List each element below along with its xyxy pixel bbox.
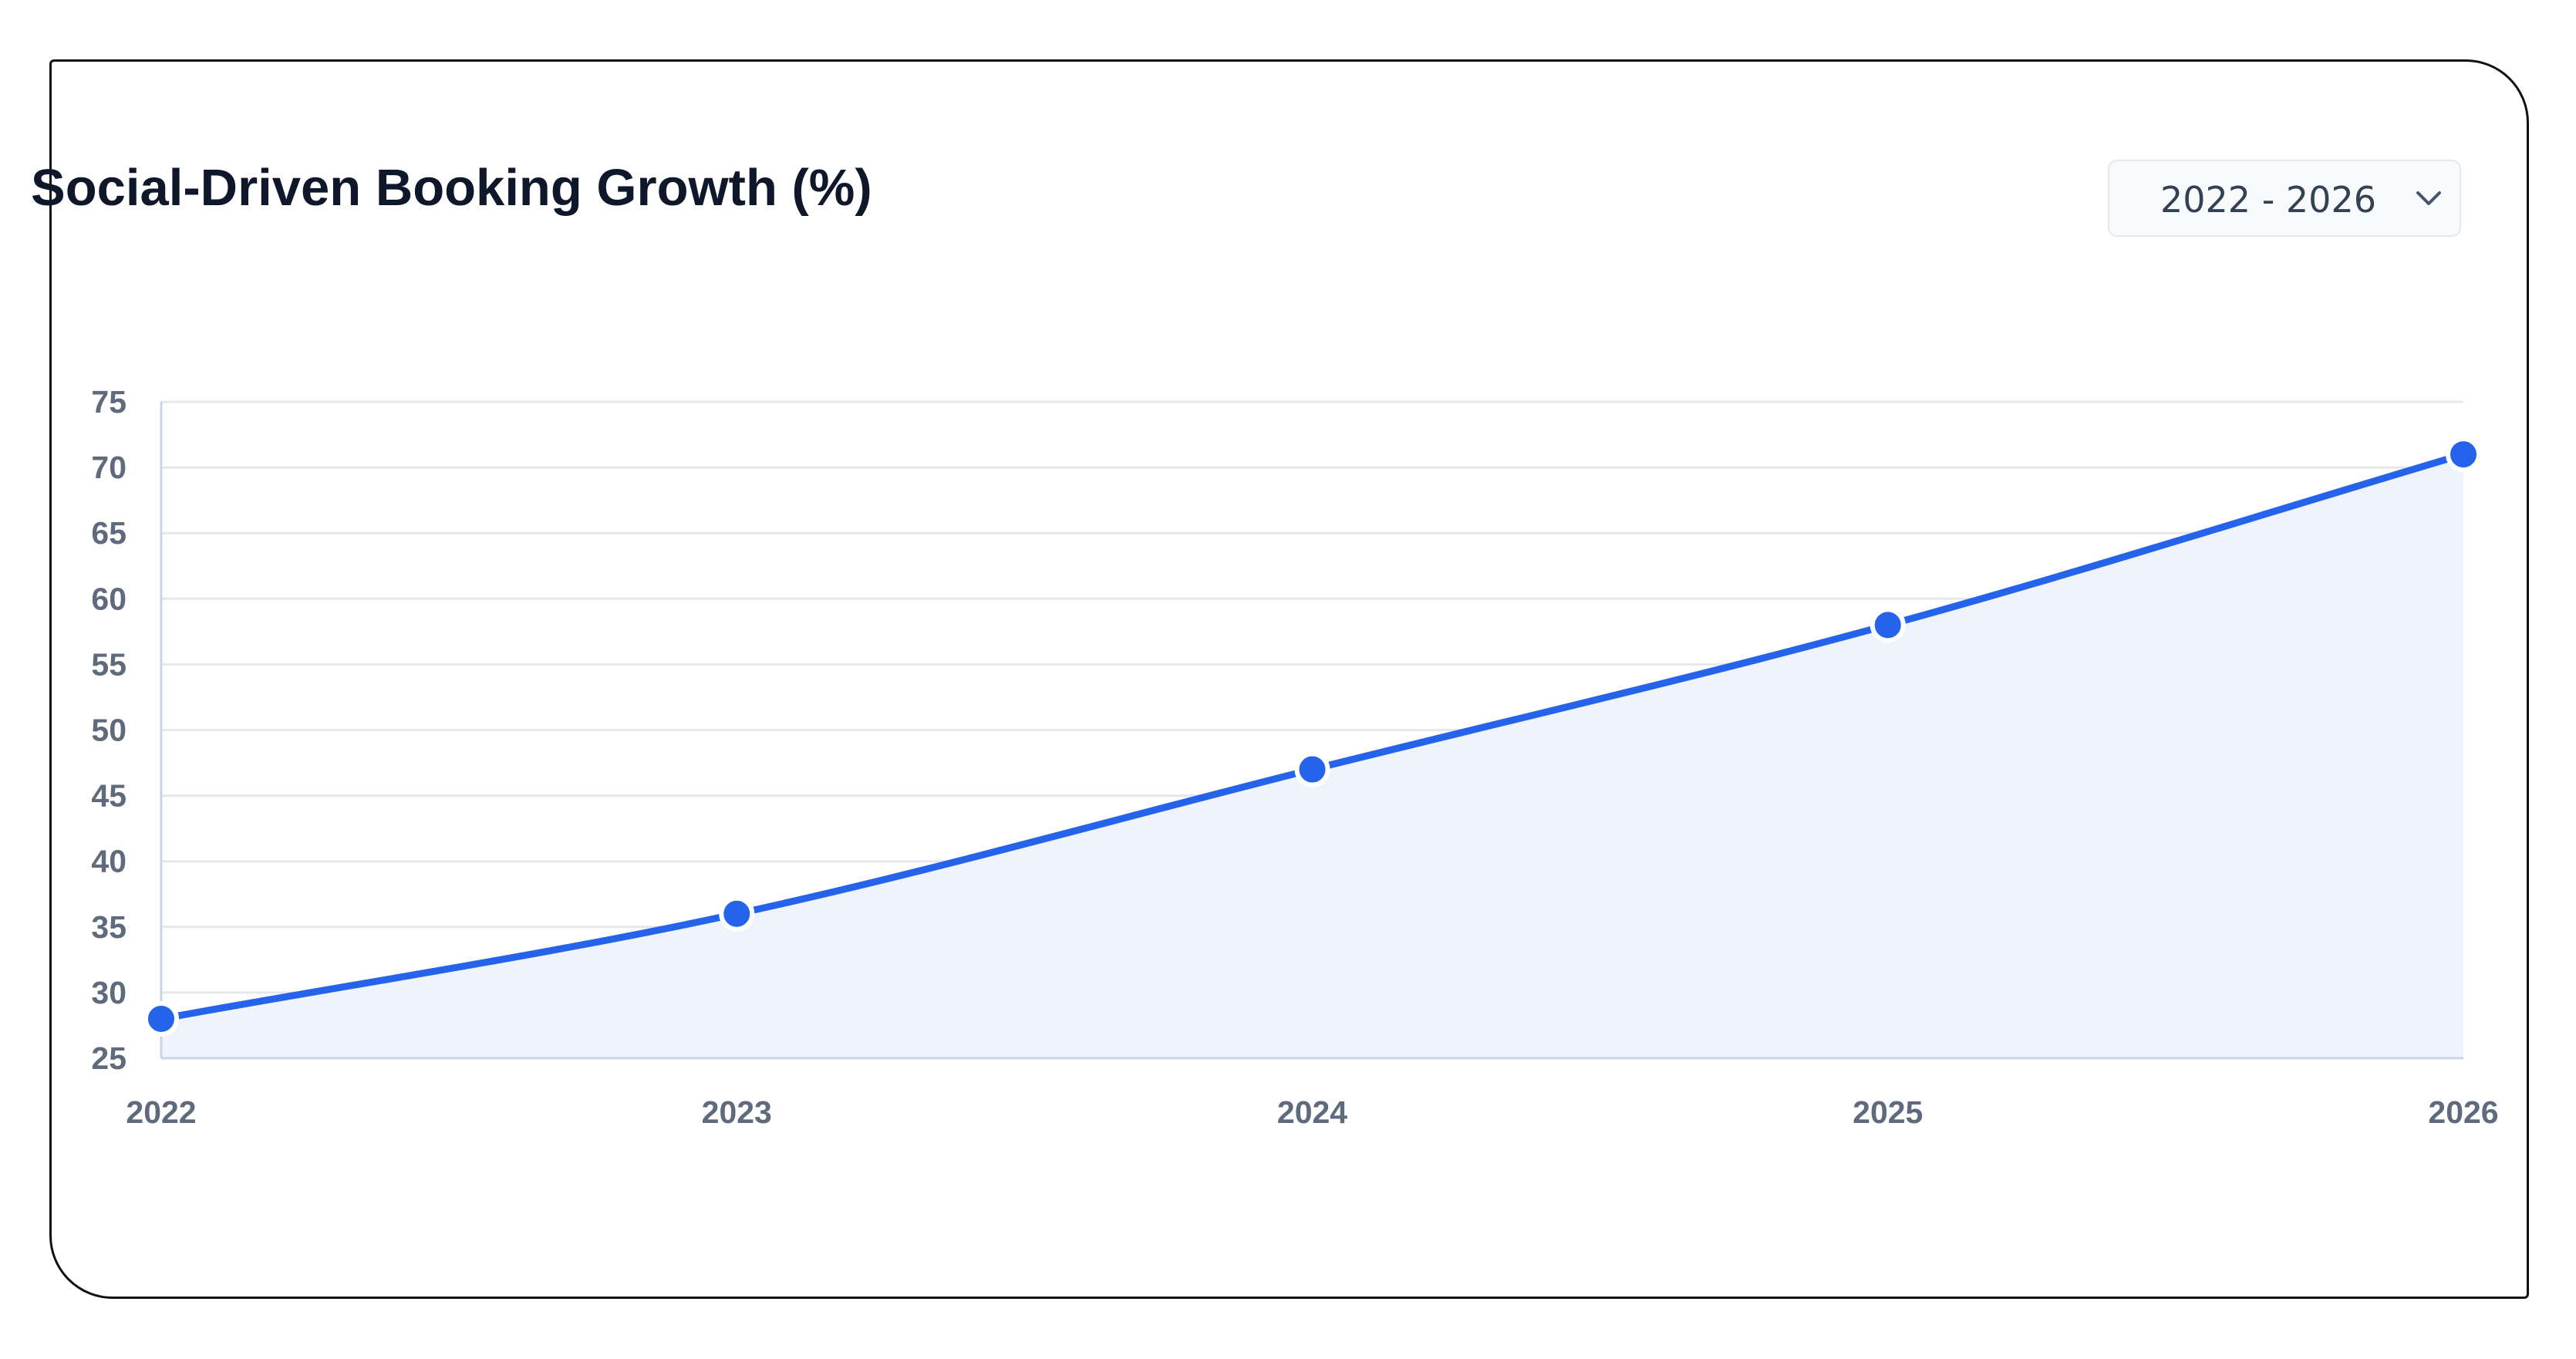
y-tick-label: 60 — [91, 581, 126, 616]
y-tick-label: 75 — [91, 384, 126, 420]
data-point[interactable] — [1870, 607, 1906, 643]
y-tick-label: 30 — [91, 975, 126, 1010]
x-tick-label: 2022 — [126, 1094, 196, 1130]
x-tick-label: 2024 — [1277, 1094, 1347, 1130]
year-range-select[interactable]: 2022 - 2026 — [2108, 160, 2461, 237]
y-tick-label: 45 — [91, 778, 126, 814]
x-tick-label: 2023 — [702, 1094, 772, 1130]
x-tick-label: 2025 — [1853, 1094, 1923, 1130]
y-tick-label: 55 — [91, 646, 126, 682]
data-point[interactable] — [719, 895, 755, 932]
axes — [160, 402, 2463, 1060]
y-tick-label: 25 — [91, 1040, 126, 1076]
series-area — [161, 454, 2463, 1058]
y-axis-tick-labels: 25 30 35 40 45 50 55 60 65 70 75 — [91, 384, 126, 1076]
y-tick-label: 65 — [91, 515, 126, 551]
data-point[interactable] — [143, 1000, 179, 1037]
y-tick-label: 70 — [91, 450, 126, 485]
data-point[interactable] — [2446, 437, 2481, 473]
chart-title: Social-Driven Booking Growth (%) — [31, 159, 872, 217]
year-range-label: 2022 - 2026 — [2160, 179, 2376, 221]
data-point[interactable] — [1294, 751, 1330, 787]
y-tick-label: 50 — [91, 713, 126, 748]
x-tick-label: 2026 — [2428, 1094, 2498, 1130]
chevron-down-icon — [2416, 191, 2441, 205]
data-points — [143, 437, 2481, 1037]
y-tick-label: 35 — [91, 909, 126, 945]
y-tick-label: 40 — [91, 844, 126, 879]
x-axis-tick-labels: 2022 2023 2024 2025 2026 — [126, 1094, 2498, 1130]
